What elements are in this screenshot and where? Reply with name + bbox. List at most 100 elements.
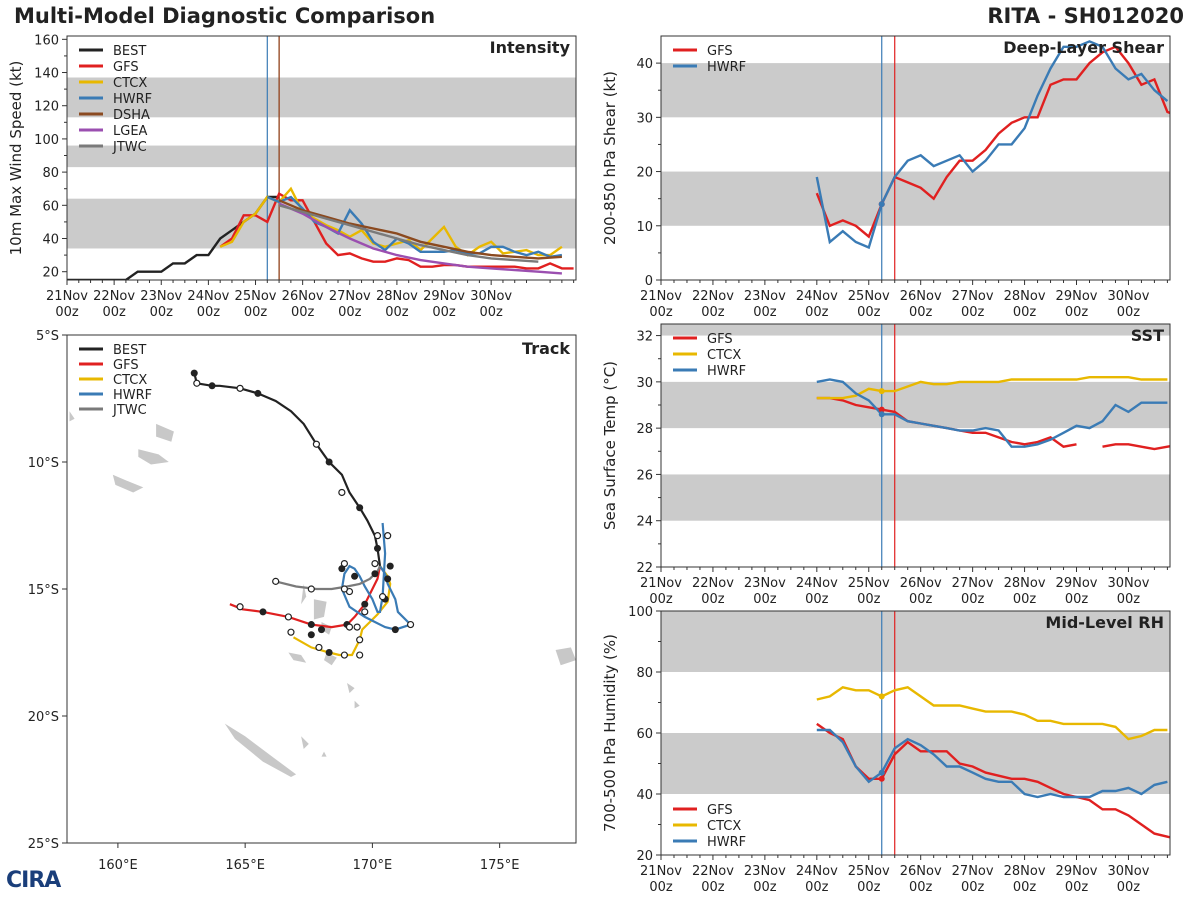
sst-xtick-label-hour: 00z	[857, 592, 881, 607]
sst-series-gfs_tail	[1102, 443, 1170, 451]
shear-legend-label: GFS	[707, 44, 733, 59]
shear-xtick-label-day: 25Nov	[848, 289, 890, 304]
sst-xtick-label-hour: 00z	[961, 592, 985, 607]
track-position-open	[236, 384, 244, 392]
intensity-ytick-label: 160	[34, 33, 59, 48]
sst-xtick-label-hour: 00z	[805, 592, 829, 607]
track-series-hwrf	[340, 522, 413, 631]
intensity-legend-label: DSHA	[113, 108, 150, 123]
sst-band-0	[661, 474, 1170, 521]
sst-series-ctcx	[816, 376, 1168, 400]
track-position-filled	[190, 369, 198, 377]
track-land-13	[555, 647, 576, 666]
track-position-open	[340, 559, 349, 568]
track-xtick-label: 160°E	[98, 858, 138, 873]
track-position-filled	[307, 621, 315, 629]
track-position-filled	[259, 608, 267, 616]
track-position-open	[356, 651, 364, 659]
intensity-series-lgea	[278, 202, 562, 275]
track-position-filled	[356, 504, 364, 512]
shear-xtick-label-hour: 00z	[961, 305, 985, 320]
intensity-xtick-label-day: 30Nov	[470, 289, 512, 304]
intensity-xtick-label-hour: 00z	[338, 305, 362, 320]
shear-frame	[660, 35, 1171, 281]
sst-ytick-label: 26	[636, 468, 653, 483]
rh-series-gfs	[816, 722, 1170, 839]
intensity-xtick-label-day: 21Nov	[46, 289, 88, 304]
shear-ytick-label: 0	[645, 274, 653, 289]
intensity-xtick-label-day: 25Nov	[235, 289, 277, 304]
rh-title: Mid-Level RH	[1045, 613, 1164, 632]
shear-init-marker	[878, 201, 885, 208]
track-position-open	[315, 643, 323, 652]
intensity-legend-label: HWRF	[113, 92, 152, 107]
shear-band-1	[661, 63, 1170, 118]
rh-xtick-label-day: 21Nov	[640, 864, 682, 879]
intensity-xtick-label-hour: 00z	[197, 305, 221, 320]
track-position-filled	[307, 631, 315, 639]
rh-xtick-label-hour: 00z	[753, 880, 777, 895]
shear-xtick-label-hour: 00z	[701, 305, 725, 320]
rh-panel: 2040608010021Nov00z22Nov00z23Nov00z24Nov…	[601, 605, 1171, 895]
intensity-xtick-label-hour: 00z	[291, 305, 315, 320]
rh-ytick-label: 60	[636, 727, 653, 742]
track-land-7	[324, 652, 337, 666]
figure-title: Multi-Model Diagnostic Comparison	[14, 4, 436, 28]
track-position-open	[287, 628, 295, 636]
sst-xtick-label-hour: 00z	[1117, 592, 1141, 607]
rh-xtick-label-hour: 00z	[805, 880, 829, 895]
track-position-filled	[371, 570, 379, 578]
track-legend-label: BEST	[113, 343, 146, 358]
intensity-ytick-label: 40	[42, 233, 59, 248]
sst-xtick-label-hour: 00z	[649, 592, 673, 607]
sst-xtick-label-hour: 00z	[1013, 592, 1037, 607]
track-position-filled	[361, 600, 369, 608]
track-position-filled	[208, 382, 216, 390]
track-xtick-label: 170°E	[353, 858, 393, 873]
shear-xtick-label-day: 30Nov	[1107, 289, 1149, 304]
rh-legend-label: HWRF	[707, 835, 746, 850]
sst-init-marker	[878, 406, 885, 413]
rh-ytick-label: 80	[636, 666, 653, 681]
rh-band-1	[661, 611, 1170, 672]
rh-xtick-label-day: 27Nov	[952, 864, 994, 879]
intensity-panel: 2040608010012014016021Nov00z22Nov00z23No…	[7, 33, 577, 320]
intensity-series-jtwc	[278, 204, 539, 263]
sst-ytick-label: 30	[636, 376, 653, 391]
intensity-series-dsha	[278, 199, 562, 260]
track-position-open	[236, 603, 244, 611]
sst-panel: 22242628303221Nov00z22Nov00z23Nov00z24No…	[601, 323, 1171, 607]
sst-xtick-label-day: 25Nov	[848, 576, 890, 591]
shear-ytick-label: 20	[636, 166, 653, 181]
shear-xtick-label-day: 29Nov	[1056, 289, 1098, 304]
track-ytick-label: 20°S	[28, 710, 59, 725]
shear-ytick-label: 40	[636, 57, 653, 72]
rh-xtick-label-hour: 00z	[961, 880, 985, 895]
intensity-legend-label: GFS	[113, 60, 139, 75]
intensity-series-gfs	[219, 191, 574, 270]
track-position-open	[356, 636, 364, 644]
shear-xtick-label-hour: 00z	[649, 305, 673, 320]
intensity-xtick-label-hour: 00z	[385, 305, 409, 320]
track-position-open	[272, 577, 280, 585]
sst-ylabel: Sea Surface Temp (°C)	[601, 361, 619, 530]
rh-xtick-label-day: 23Nov	[744, 864, 786, 879]
shear-xtick-label-day: 21Nov	[640, 289, 682, 304]
intensity-ylabel: 10m Max Wind Speed (kt)	[7, 61, 25, 256]
shear-xtick-label-day: 26Nov	[900, 289, 942, 304]
track-position-filled	[351, 572, 359, 580]
intensity-legend-label: JTWC	[112, 140, 147, 155]
shear-title: Deep-Layer Shear	[1003, 38, 1164, 57]
sst-xtick-label-day: 29Nov	[1056, 576, 1098, 591]
rh-legend-label: CTCX	[707, 819, 741, 834]
track-position-open	[307, 585, 315, 593]
sst-init-marker	[878, 411, 885, 418]
track-position-filled	[391, 626, 399, 634]
shear-xtick-label-hour: 00z	[857, 305, 881, 320]
track-position-open	[312, 440, 321, 448]
sst-title: SST	[1131, 326, 1164, 345]
storm-id-title: RITA - SH012020	[987, 4, 1184, 28]
intensity-ytick-label: 120	[34, 100, 59, 115]
track-legend-label: GFS	[113, 358, 139, 373]
rh-ytick-label: 20	[636, 849, 653, 864]
